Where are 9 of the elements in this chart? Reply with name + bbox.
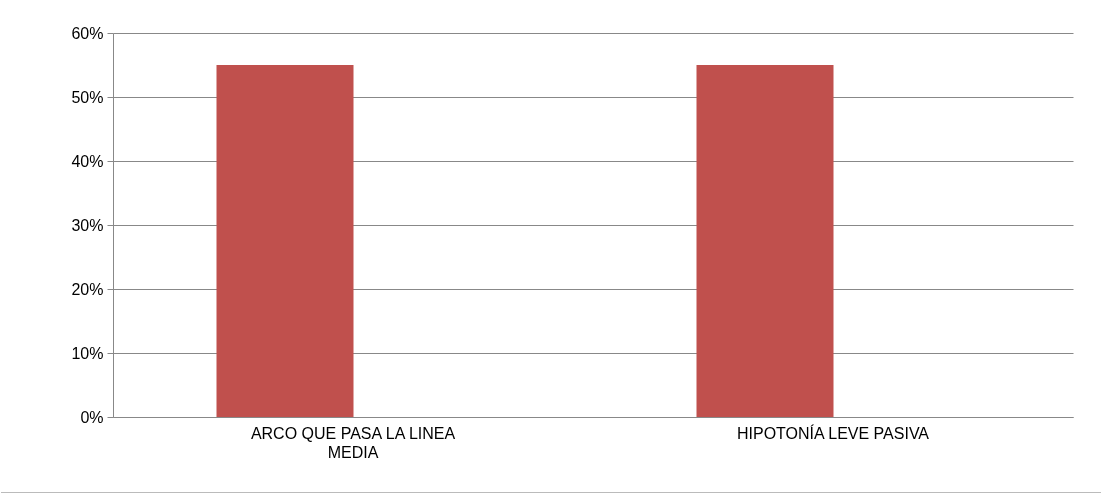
y-tick-label: 0%	[80, 408, 104, 426]
x-tick-label: HIPOTONÍA LEVE PASIVA	[736, 423, 930, 442]
y-tick-label: 50%	[71, 88, 104, 106]
y-tick-label: 60%	[71, 24, 104, 42]
y-tick-label: 30%	[71, 216, 104, 234]
y-tick-label: 10%	[71, 344, 104, 362]
y-tick-label: 20%	[71, 280, 104, 298]
y-tick-label: 40%	[71, 152, 104, 170]
x-tick-label: ARCO QUE PASA LA LINEA MEDIA	[250, 424, 456, 461]
